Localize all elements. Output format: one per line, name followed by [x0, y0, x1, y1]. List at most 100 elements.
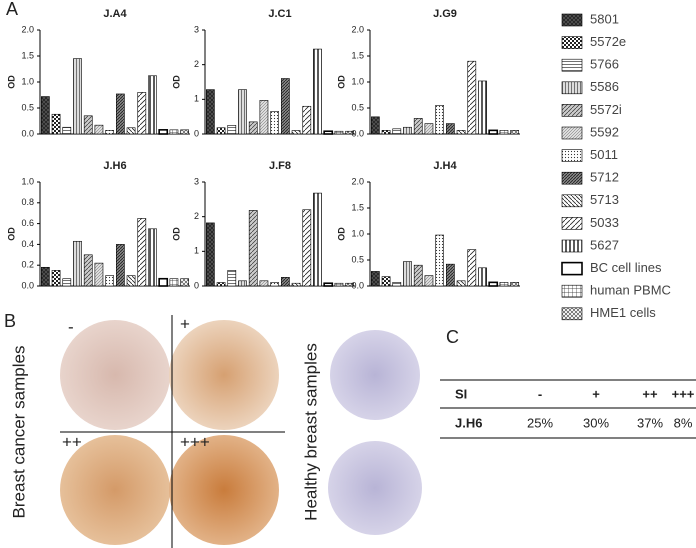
chart-title: J.C1 [268, 8, 291, 20]
bar [510, 130, 520, 135]
bar [158, 277, 169, 287]
bar [94, 262, 104, 287]
panel-label: A [6, 0, 18, 19]
score-label: +++ [180, 432, 210, 451]
table: SI - + ++ +++J.H6 25% 30% 37% 8% [455, 386, 695, 430]
legend-swatch [561, 58, 583, 72]
legend-swatch [561, 171, 583, 185]
y-tick-label: 1.5 [351, 202, 364, 212]
bar [392, 128, 402, 135]
y-tick-label: 2.0 [351, 24, 364, 34]
legend-label: 5627 [590, 237, 619, 252]
bar [248, 210, 258, 287]
chart-title: J.H6 [103, 160, 126, 172]
y-tick-label: 1 [194, 94, 199, 104]
y-tick-label: 0.4 [21, 239, 34, 249]
legend-label: human PBMC [590, 283, 671, 298]
legend-swatch [561, 284, 583, 298]
bar [499, 282, 509, 287]
bar [381, 130, 391, 135]
legend-swatch [561, 217, 583, 230]
y-tick-label: 2 [194, 59, 199, 69]
y-tick-label: 0.2 [21, 260, 34, 270]
axis-label: OD [6, 75, 16, 89]
legend-swatch [561, 194, 583, 208]
legend-label: BC cell lines [590, 260, 662, 275]
y-tick-label: 2 [194, 211, 199, 221]
y-tick-label: 0.0 [351, 128, 364, 138]
tissue-core [328, 441, 422, 535]
y-tick-label: 2.0 [351, 176, 364, 186]
table-cell: 37% [637, 415, 663, 430]
bar [180, 278, 189, 287]
legend-swatch [561, 13, 583, 27]
bar [126, 275, 136, 287]
bar [313, 48, 322, 135]
bar [206, 89, 215, 135]
bar [435, 105, 445, 135]
tissue-core [169, 435, 279, 545]
table-header: ++ [642, 386, 658, 401]
bar [216, 282, 226, 287]
bar [126, 127, 136, 135]
y-tick-label: 1.0 [21, 176, 34, 186]
bar [370, 271, 380, 287]
bar [445, 123, 455, 135]
score-label: + [180, 314, 190, 333]
bar [313, 192, 322, 287]
tissue-images [60, 315, 422, 548]
bar [148, 75, 157, 135]
y-tick-label: 1.0 [21, 76, 34, 86]
legend-label: 5033 [590, 215, 619, 230]
bar [323, 282, 334, 287]
y-tick-label: 0.5 [351, 102, 364, 112]
bar [334, 282, 344, 287]
y-tick-label: 0.0 [351, 280, 364, 290]
bar [259, 280, 269, 287]
chart-title: J.F8 [269, 160, 291, 172]
bar [116, 244, 125, 287]
axis-label: OD [171, 75, 181, 89]
bar [302, 209, 312, 287]
tissue-core [60, 320, 170, 430]
legend-swatch [561, 126, 583, 140]
bar [51, 270, 61, 287]
bar [435, 234, 445, 287]
score-label: - [68, 317, 74, 336]
bar [216, 127, 226, 135]
tissue-core [330, 330, 420, 420]
chart-title: J.A4 [103, 8, 127, 20]
axis-label: OD [336, 227, 346, 241]
legend-swatch [561, 261, 583, 276]
bar [445, 263, 455, 287]
bar [280, 78, 290, 135]
bar [323, 130, 334, 135]
legend-swatch [561, 36, 583, 49]
axis-label: OD [171, 227, 181, 241]
panel-label: B [4, 311, 16, 331]
bar [345, 130, 355, 135]
axis-label: OD [6, 227, 16, 241]
legend-label: 5572e [590, 34, 626, 49]
bar [424, 275, 434, 287]
bar [413, 264, 423, 287]
y-tick-label: 1.0 [351, 76, 364, 86]
legend-label: 5801 [590, 11, 619, 26]
bar [83, 115, 93, 135]
bar [105, 130, 115, 135]
y-tick-label: 0.5 [21, 102, 34, 112]
bar [62, 126, 72, 135]
y-tick-label: 1 [194, 246, 199, 256]
y-tick-label: 0.8 [21, 197, 34, 207]
table-header: +++ [672, 386, 695, 401]
y-tick-label: 0 [194, 128, 199, 138]
chart-title: J.G9 [433, 8, 457, 20]
y-tick-label: 0.5 [351, 254, 364, 264]
bar [73, 58, 82, 135]
bar [206, 222, 215, 287]
y-tick-label: 3 [194, 176, 199, 186]
legend-swatch [561, 307, 583, 321]
legend-label: 5011 [590, 147, 618, 162]
bar [478, 267, 487, 287]
